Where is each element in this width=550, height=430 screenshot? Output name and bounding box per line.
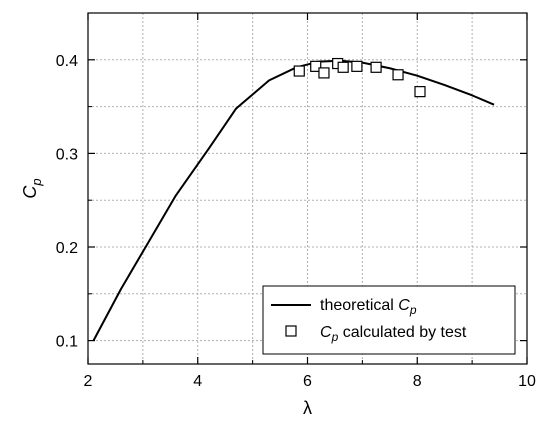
y-tick-label: 0.4 (56, 53, 78, 70)
legend-line-label-main: C (398, 297, 410, 314)
test-point (392, 69, 404, 81)
legend-line-label: theoretical Cp (320, 297, 417, 317)
test-point (370, 61, 382, 73)
y-axis-title: Cp (20, 178, 44, 198)
test-point (414, 86, 426, 98)
legend: theoretical Cp Cp calculated by test (262, 285, 516, 355)
legend-line-label-prefix: theoretical (320, 297, 398, 314)
theoretical-cp-line (92, 59, 495, 342)
x-tick-label: 4 (193, 373, 202, 390)
y-axis-title-sub: p (29, 178, 44, 186)
legend-marker-label-rest: calculated by test (338, 324, 467, 341)
y-tick-label: 0.1 (56, 334, 78, 351)
legend-marker-label: Cp calculated by test (320, 324, 467, 344)
y-axis-title-main: C (20, 185, 40, 199)
x-axis-title: λ (303, 398, 312, 418)
test-point (310, 60, 322, 72)
test-point (351, 60, 363, 72)
x-tick-label: 8 (413, 373, 422, 390)
legend-marker-label-sub: p (331, 330, 339, 344)
series-layer (92, 57, 495, 342)
y-tick-label: 0.2 (56, 240, 78, 257)
legend-box (262, 285, 516, 355)
axis-ticks: 2 4 6 8 10 0.1 0.2 0.3 0.4 (56, 13, 536, 390)
y-tick-label: 0.3 (56, 146, 78, 163)
test-point (293, 65, 305, 77)
test-point (318, 67, 330, 79)
test-point (337, 61, 349, 73)
legend-line-label-sub: p (409, 303, 417, 317)
legend-marker-sample (285, 325, 297, 337)
x-tick-label: 2 (84, 373, 93, 390)
x-tick-label: 6 (303, 373, 312, 390)
x-tick-label: 10 (518, 373, 536, 390)
legend-marker-label-main: C (320, 324, 332, 341)
